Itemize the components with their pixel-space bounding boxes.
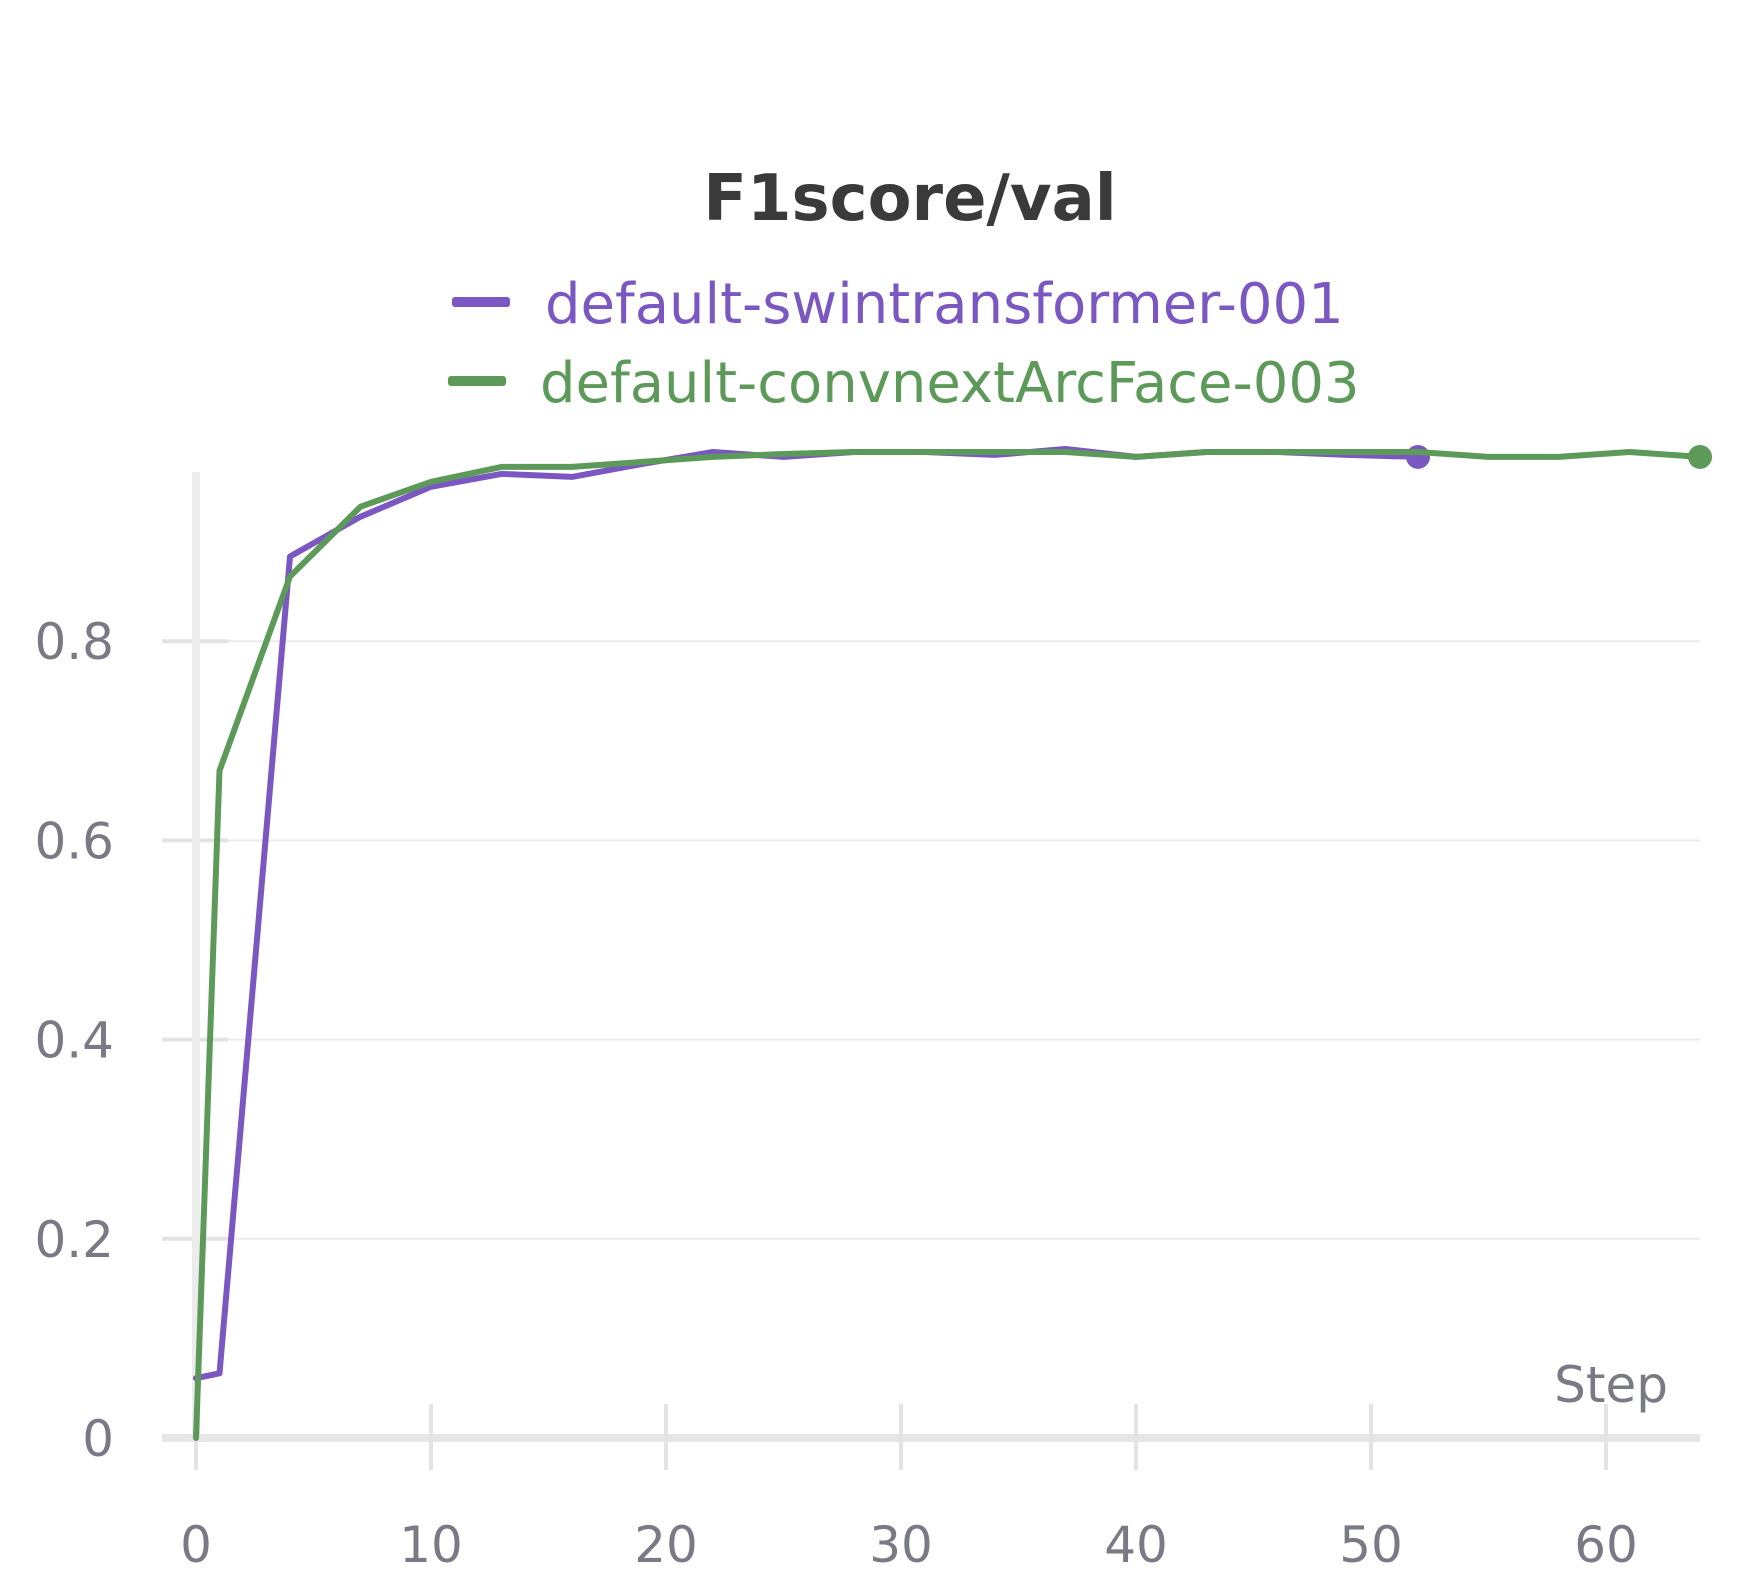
x-tick-label: 50 (1339, 1516, 1403, 1574)
y-tick-label: 0.8 (34, 613, 114, 671)
x-tick-label: 20 (634, 1516, 698, 1574)
legend-label: default-swintransformer-001 (545, 272, 1344, 337)
chart-title: F1score/val (703, 162, 1116, 236)
legend: default-swintransformer-001 default-conv… (448, 272, 1360, 416)
legend-swatch (448, 376, 506, 386)
series-line-convnextarcface[interactable] (193, 449, 1703, 1441)
x-tick-label: 60 (1574, 1516, 1638, 1574)
y-tick-label: 0 (82, 1410, 114, 1468)
x-tick-label: 0 (180, 1516, 212, 1574)
series-layer (193, 444, 1712, 1441)
label-layer: F1score/val Step (703, 162, 1668, 1414)
legend-label: default-convnextArcFace-003 (540, 351, 1360, 416)
series-end-marker[interactable] (1406, 444, 1430, 469)
y-tick-label: 0.4 (34, 1012, 114, 1070)
series-end-marker[interactable] (1688, 444, 1712, 469)
y-tick-label: 0.2 (34, 1211, 114, 1269)
legend-swatch (452, 297, 510, 307)
x-tick-label: 40 (1104, 1516, 1168, 1574)
grid-layer (162, 640, 1700, 1240)
x-axis-label: Step (1554, 1356, 1668, 1414)
x-tick-label: 10 (399, 1516, 463, 1574)
legend-item-convnextarcface[interactable]: default-convnextArcFace-003 (448, 351, 1360, 416)
x-tick-label: 30 (869, 1516, 933, 1574)
axis-layer: 0 0.2 0.4 0.6 0.8 0 10 20 30 40 50 60 (34, 472, 1700, 1574)
y-tick-label: 0.6 (34, 812, 114, 870)
legend-item-swintransformer[interactable]: default-swintransformer-001 (452, 272, 1344, 337)
